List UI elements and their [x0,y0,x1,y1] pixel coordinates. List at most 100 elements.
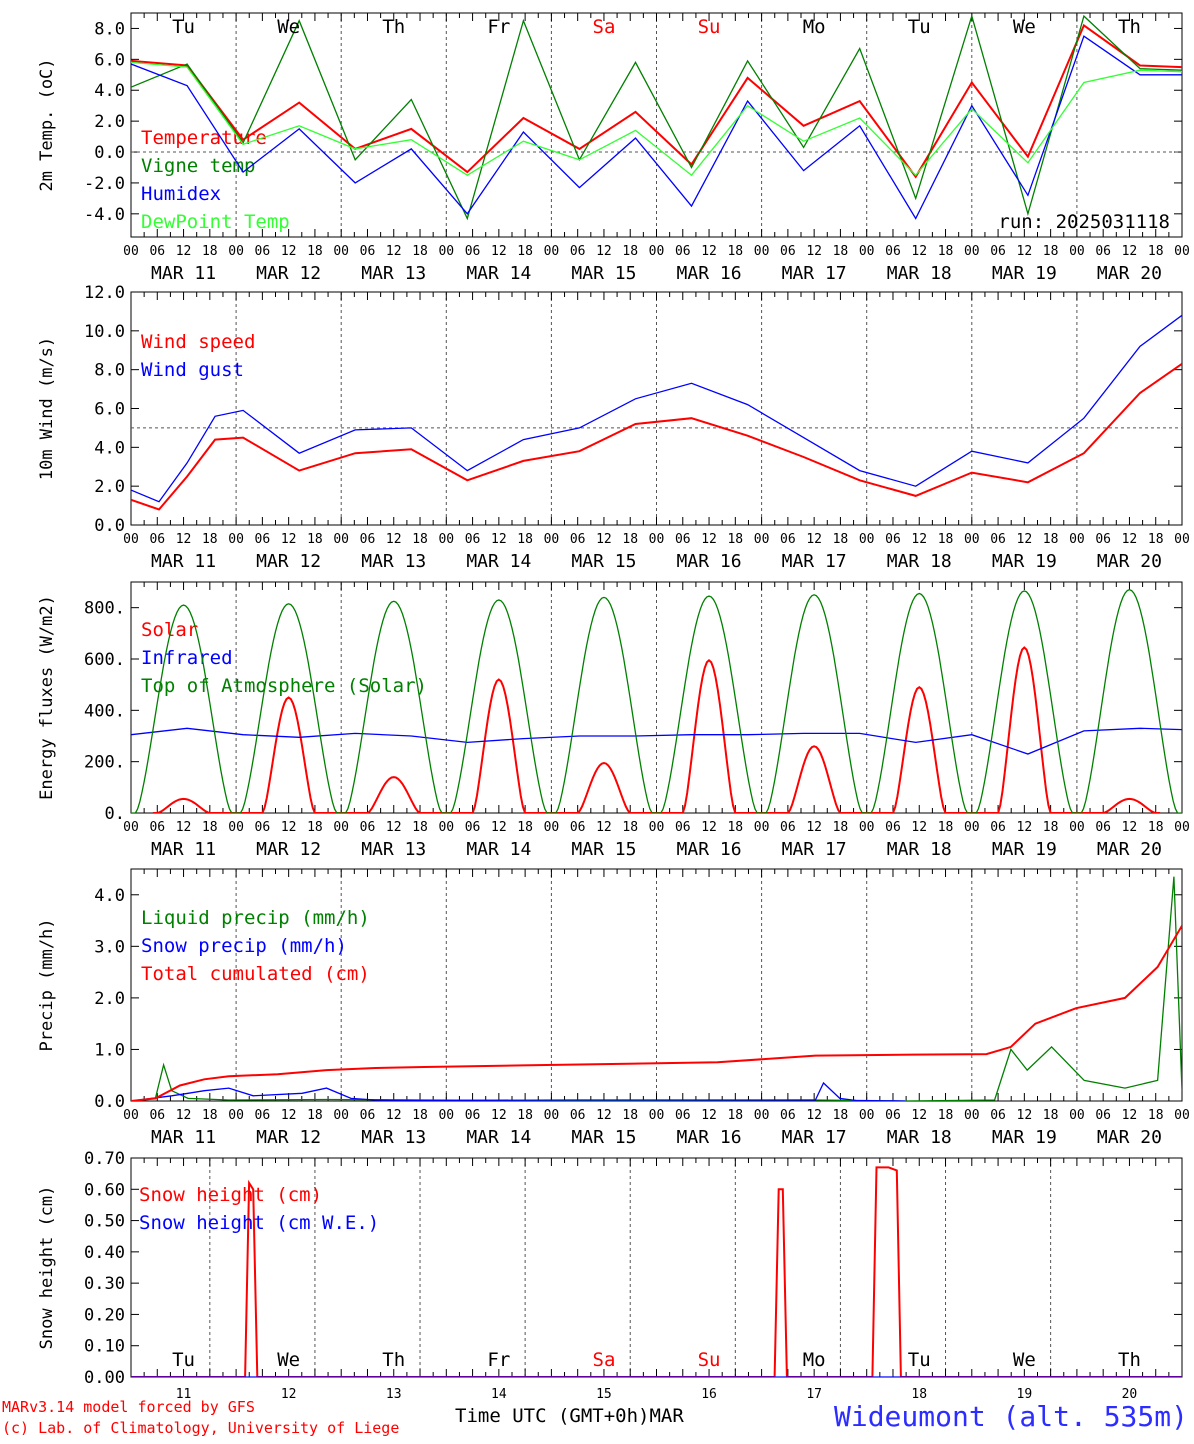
hour-tick-label: 00 [544,1108,560,1123]
date-label: MAR 18 [887,551,952,572]
hour-tick-label: 00 [123,820,139,835]
hour-tick-label: 12 [386,820,402,835]
hour-tick-label: 00 [649,1108,665,1123]
hour-tick-label: 06 [149,1108,165,1123]
hour-tick-label: 12 [911,1108,927,1123]
legend-entry: DewPoint Temp [141,211,290,233]
y-tick-label: 800. [84,599,125,619]
weekday-label-bottom: Su [698,1349,721,1371]
legend-entry: Snow height (cm) [139,1184,322,1206]
y-tick-label: 200. [84,753,125,773]
hour-tick-label: 06 [570,820,586,835]
hour-tick-label: 00 [228,1108,244,1123]
legend-entry: Wind gust [141,359,244,381]
hour-tick-label: 00 [438,244,454,259]
hour-tick-label: 18 [412,820,428,835]
day-number-label: 15 [596,1387,612,1402]
date-label: MAR 16 [677,551,742,572]
legend-entry: Liquid precip (mm/h) [141,907,370,929]
date-label: MAR 17 [782,1127,847,1148]
hour-tick-label: 00 [1174,820,1190,835]
legend-entry: Snow height (cm W.E.) [139,1212,379,1234]
series-line-wind-gust [131,314,1182,503]
hour-tick-label: 00 [1069,820,1085,835]
series-line-total-cumulated-cm- [131,925,1182,1101]
hour-tick-label: 06 [570,244,586,259]
legend-entry: Solar [141,619,198,641]
date-label: MAR 16 [677,263,742,284]
y-tick-label: 1.0 [94,1040,125,1060]
hour-tick-label: 12 [911,820,927,835]
hour-tick-label: 18 [307,532,323,547]
y-tick-label: 0.0 [94,143,125,163]
weekday-label-bottom: Mo [803,1349,826,1371]
hour-tick-label: 06 [780,1108,796,1123]
y-tick-label: 6.0 [94,400,125,420]
y-tick-label: 600. [84,650,125,670]
series-line-solar [152,646,1161,813]
legend-entry: Wind speed [141,331,255,353]
hour-tick-label: 00 [964,532,980,547]
hour-tick-label: 00 [859,1108,875,1123]
legend-entry: Snow precip (mm/h) [141,935,347,957]
weekday-label-bottom: Tu [172,1349,195,1371]
hour-tick-label: 18 [1148,820,1164,835]
hour-tick-label: 12 [701,532,717,547]
date-label: MAR 12 [256,263,321,284]
hour-tick-label: 18 [622,1108,638,1123]
y-tick-label: 0.30 [84,1274,125,1294]
hour-tick-label: 12 [176,244,192,259]
hour-tick-label: 06 [780,244,796,259]
hour-tick-label: 12 [1122,244,1138,259]
y-tick-label: 2.0 [94,989,125,1009]
date-label: MAR 17 [782,263,847,284]
hour-tick-label: 06 [885,244,901,259]
hour-tick-label: 18 [517,244,533,259]
hour-tick-label: 12 [491,1108,507,1123]
hour-tick-label: 06 [255,820,271,835]
hour-tick-label: 12 [911,244,927,259]
weekday-label-bottom: Sa [593,1349,616,1371]
hour-tick-label: 12 [701,244,717,259]
weekday-label-top: Tu [908,16,931,38]
y-tick-label: 4.0 [94,438,125,458]
weekday-label-top: Tu [172,16,195,38]
hour-tick-label: 00 [123,1108,139,1123]
weekday-label-bottom: Fr [487,1349,510,1371]
hour-tick-label: 06 [360,244,376,259]
y-tick-label: 0.40 [84,1243,125,1263]
hour-tick-label: 12 [701,820,717,835]
hour-tick-label: 00 [859,820,875,835]
hour-tick-label: 06 [885,820,901,835]
hour-tick-label: 06 [675,820,691,835]
legend-entry: Humidex [141,183,221,205]
hour-tick-label: 06 [780,820,796,835]
hour-tick-label: 12 [491,532,507,547]
day-number-label: 16 [701,1387,717,1402]
hour-tick-label: 06 [465,532,481,547]
hour-tick-label: 18 [202,820,218,835]
hour-tick-label: 00 [123,532,139,547]
legend-entry: Infrared [141,647,233,669]
model-credit: MARv3.14 model forced by GFS [2,1398,255,1416]
hour-tick-label: 00 [1069,244,1085,259]
lab-credit: (c) Lab. of Climatology, University of L… [2,1419,400,1437]
hour-tick-label: 18 [727,532,743,547]
hour-tick-label: 06 [570,1108,586,1123]
day-number-label: 12 [281,1387,297,1402]
hour-tick-label: 18 [412,244,428,259]
hour-tick-label: 12 [701,1108,717,1123]
hour-tick-label: 18 [412,1108,428,1123]
hour-tick-label: 00 [964,1108,980,1123]
hour-tick-label: 06 [885,532,901,547]
date-label: MAR 11 [151,551,216,572]
hour-tick-label: 12 [806,1108,822,1123]
hour-tick-label: 00 [754,820,770,835]
date-label: MAR 15 [571,839,636,860]
hour-tick-label: 18 [833,244,849,259]
date-label: MAR 20 [1097,1127,1162,1148]
y-axis-label: 2m Temp. (oC) [37,58,57,191]
y-tick-label: 2.0 [94,477,125,497]
